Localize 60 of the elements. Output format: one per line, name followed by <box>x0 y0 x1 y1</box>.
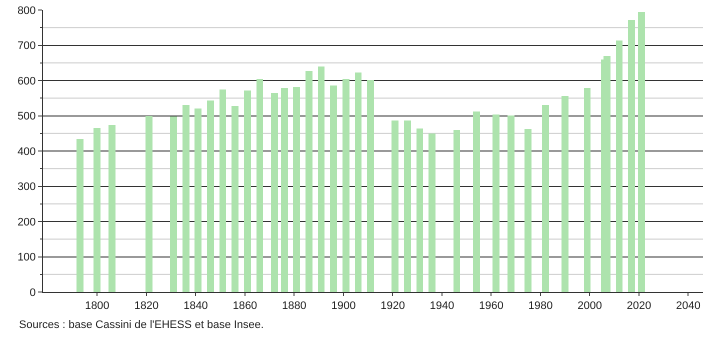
bar <box>616 40 623 292</box>
bar <box>244 90 251 292</box>
x-tick-label: 1820 <box>134 300 159 312</box>
y-tick-label: 400 <box>17 146 36 158</box>
y-tick-label: 500 <box>17 110 36 123</box>
bar <box>472 112 480 292</box>
bar <box>145 116 152 292</box>
x-tick-label: 1920 <box>380 300 405 312</box>
bar <box>330 85 338 292</box>
bar <box>584 88 591 292</box>
y-tick-label: 700 <box>17 40 36 52</box>
bar <box>428 133 436 292</box>
bar <box>354 72 362 292</box>
bar <box>256 79 264 292</box>
x-tick-label: 1880 <box>282 300 306 312</box>
y-tick-label: 600 <box>17 75 36 88</box>
source-note: Sources : base Cassini de l'EHESS et base Insee. <box>19 319 264 331</box>
bar <box>280 88 288 292</box>
bar <box>628 20 636 292</box>
bar <box>207 100 214 292</box>
bar <box>271 93 278 292</box>
x-tick-label: 1900 <box>331 300 356 312</box>
bar <box>318 66 325 292</box>
bar <box>367 80 374 292</box>
bar <box>638 12 645 292</box>
bar <box>342 79 350 292</box>
y-tick-label: 200 <box>17 216 36 228</box>
bar <box>76 139 84 292</box>
bar <box>293 86 300 292</box>
x-tick-label: 1860 <box>232 300 258 312</box>
bar <box>182 104 190 292</box>
x-tick-label: 1800 <box>84 300 110 312</box>
bar <box>219 89 226 292</box>
bar <box>453 130 460 292</box>
x-tick-label: 1960 <box>478 300 504 312</box>
bar <box>170 116 177 292</box>
bar <box>604 56 610 292</box>
bar <box>306 70 312 292</box>
bar <box>194 108 202 292</box>
bar <box>542 104 549 292</box>
bar <box>232 106 239 292</box>
bar <box>416 128 424 292</box>
x-tick-label: 2040 <box>676 300 700 312</box>
bar <box>562 96 569 292</box>
y-tick-label: 0 <box>30 286 36 299</box>
x-tick-label: 1980 <box>528 300 553 312</box>
bar <box>492 114 500 292</box>
bar <box>524 128 532 292</box>
bar <box>94 128 101 292</box>
bar <box>392 120 399 292</box>
bar <box>507 115 514 292</box>
x-tick-label: 2000 <box>577 300 602 312</box>
x-tick-label: 1940 <box>430 300 454 312</box>
bar <box>108 124 116 292</box>
x-tick-label: 1840 <box>183 300 208 312</box>
x-tick-label: 2020 <box>626 300 652 312</box>
y-tick-label: 800 <box>17 4 36 17</box>
bar <box>404 120 411 292</box>
y-tick-label: 100 <box>17 252 36 264</box>
y-tick-label: 300 <box>17 181 36 194</box>
